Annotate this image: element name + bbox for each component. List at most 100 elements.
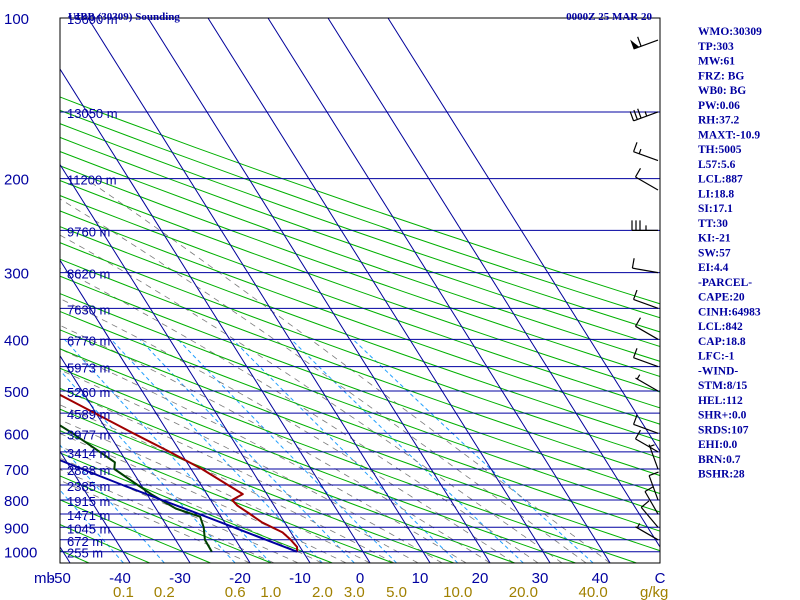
- sounding-index-text: MW:61: [698, 56, 735, 68]
- wind-barb-staff: [635, 438, 659, 453]
- height-label: 11200 m: [67, 173, 117, 188]
- dry-adiabat: [60, 329, 660, 552]
- wind-barb-full: [633, 414, 638, 425]
- pressure-tick-label: 700: [4, 462, 29, 479]
- mixing-ratio-line: [60, 444, 165, 563]
- isotherm-line: [87, 18, 431, 563]
- moist-adiabat: [60, 234, 563, 563]
- wind-barb: [648, 471, 659, 501]
- temperature-tick-label: -40: [109, 570, 131, 587]
- sounding-index-text: LCL:887: [698, 174, 743, 186]
- wind-barb-half: [638, 148, 642, 154]
- dry-adiabat: [60, 387, 515, 563]
- sounding-index-text: CAPE:20: [698, 292, 745, 304]
- wind-barb-full: [634, 168, 642, 178]
- dry-adiabat: [60, 180, 660, 393]
- temperature-tick-label: 10: [412, 570, 429, 587]
- isotherm-line: [267, 18, 611, 563]
- pressure-tick-label: 100: [4, 11, 29, 28]
- indices-panel: WMO:30309 TP:303 MW:61 FRZ: BG WB0: BG PW:0.0…: [698, 26, 762, 481]
- temperature-tick-label: 0: [356, 570, 364, 587]
- wind-barb-full: [637, 36, 642, 47]
- height-label: 5973 m: [67, 361, 110, 376]
- dry-adiabat: [60, 242, 660, 459]
- mixing-ratio-line: [177, 338, 397, 563]
- sounding-index-text: FRZ: BG: [698, 70, 744, 82]
- wind-barb-full: [633, 289, 638, 300]
- sounding-index-text: EI:4.4: [698, 262, 729, 274]
- height-label: 1471 m: [67, 508, 110, 523]
- sounding-index-text: STM:8/15: [698, 380, 747, 392]
- x-axis-unit-right: C: [655, 570, 666, 587]
- parcel-trace: [60, 459, 298, 553]
- sounding-index-text: -PARCEL-: [698, 277, 752, 289]
- sounding-index-text: HEL:112: [698, 395, 743, 407]
- wind-barb-full: [634, 429, 642, 440]
- sounding-index-text: LCL:842: [698, 321, 743, 333]
- dry-adiabat: [60, 367, 576, 563]
- chart-title: UIBB (30309) Sounding: [68, 11, 180, 23]
- wind-barb-full: [648, 471, 659, 477]
- wind-barb-staff: [633, 151, 659, 162]
- wind-barb-full: [637, 108, 642, 119]
- isotherm-line: [60, 259, 251, 563]
- sounding-index-text: SHR+:0.0: [698, 410, 747, 422]
- dry-adiabat: [60, 258, 660, 477]
- mixing-ratio-line: [139, 338, 355, 563]
- temperature-tick-label: -10: [289, 570, 311, 587]
- mixing-ratio-unit: g/kg: [640, 584, 668, 600]
- sounding-index-text: TH:5005: [698, 144, 742, 156]
- moist-adiabat: [60, 198, 587, 563]
- wind-barb-staff: [648, 475, 659, 501]
- wind-barb: [629, 108, 659, 122]
- wind-barb-full: [633, 142, 638, 152]
- dry-adiabat: [60, 136, 660, 348]
- moist-adiabat: [60, 387, 419, 563]
- wind-barb-half: [649, 444, 655, 448]
- dry-adiabat: [60, 165, 660, 377]
- wind-barb: [648, 444, 659, 470]
- wind-barb-staff: [635, 325, 659, 340]
- temperature-tick-label: -30: [169, 570, 191, 587]
- pressure-tick-label: 800: [4, 493, 29, 510]
- dry-adiabat: [60, 150, 660, 362]
- sounding-index-text: L57:5.6: [698, 159, 736, 171]
- plot-frame: [59, 17, 661, 564]
- wind-barb-layer: [629, 36, 659, 541]
- height-label: 6770 m: [67, 333, 110, 348]
- sounding-index-text: LI:18.8: [698, 188, 734, 200]
- height-label: 15690 m: [67, 12, 118, 27]
- sounding-index-text: SW:57: [698, 247, 731, 259]
- dry-adiabat: [60, 96, 660, 305]
- mixing-ratio-label: 2.0: [312, 584, 333, 600]
- isotherm-line: [60, 450, 131, 563]
- temperature-trace: [60, 393, 299, 552]
- height-label: 3414 m: [67, 446, 110, 461]
- wind-barb-staff: [640, 506, 659, 528]
- wind-barb-half: [644, 111, 648, 117]
- height-label: 1045 m: [67, 521, 110, 536]
- mixing-ratio-label: 40.0: [578, 584, 607, 600]
- wind-barb-staff: [648, 444, 659, 470]
- dry-adiabat: [60, 452, 333, 563]
- sounding-index-text: TT:30: [698, 218, 728, 230]
- isotherm-line: [60, 68, 371, 563]
- sounding-index-text: MAXT:-10.9: [698, 129, 760, 141]
- wind-barb-staff: [644, 491, 659, 515]
- trace-layer: [60, 393, 299, 553]
- wind-barb-half: [636, 374, 641, 380]
- wind-barb: [633, 289, 659, 309]
- sounding-index-text: -WIND-: [698, 365, 738, 377]
- wind-barb-staff: [633, 423, 659, 434]
- wind-barb: [635, 523, 659, 541]
- dewpoint-trace: [60, 424, 213, 553]
- dry-adiabat: [60, 499, 211, 563]
- mixing-ratio-line: [290, 338, 524, 563]
- wind-barb-half: [636, 523, 641, 529]
- wind-barb: [633, 348, 659, 368]
- mixing-ratio-line: [60, 369, 236, 563]
- height-label: 8620 m: [67, 267, 110, 282]
- height-label: 9760 m: [67, 224, 110, 239]
- sounding-index-text: PW:0.06: [698, 100, 740, 112]
- dry-adiabat: [60, 430, 394, 563]
